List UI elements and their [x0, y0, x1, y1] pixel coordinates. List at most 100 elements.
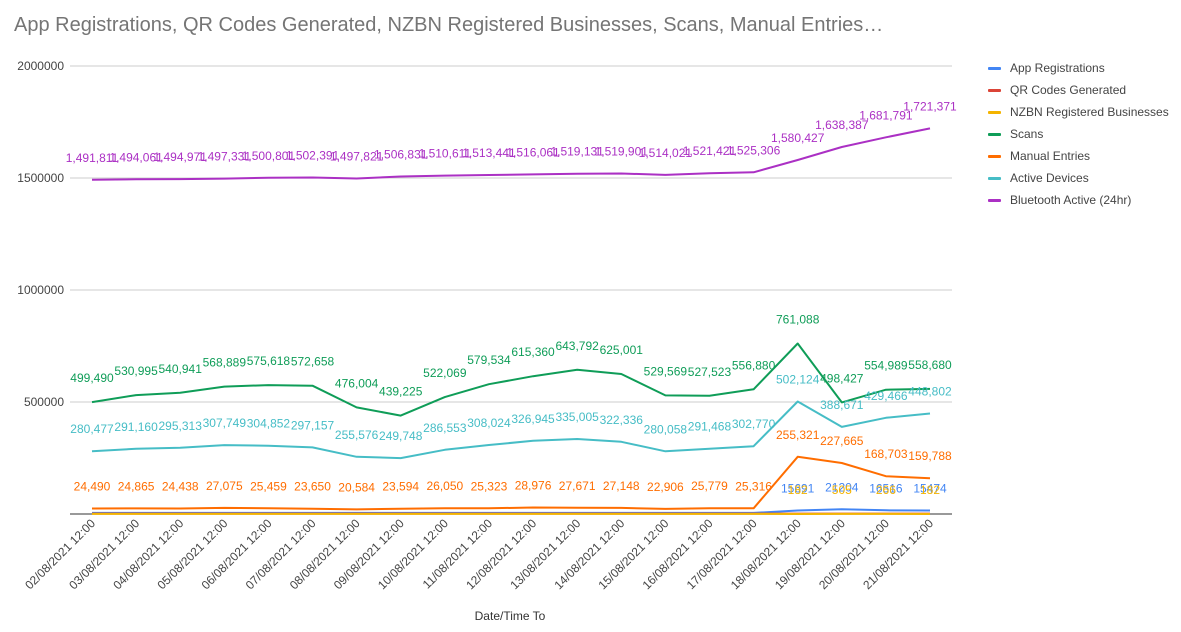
- data-label-active-devices: 502,124: [776, 373, 820, 387]
- legend-label: App Registrations: [1010, 61, 1105, 75]
- data-label-manual-entries: 23,594: [382, 480, 419, 494]
- data-label-nzbn-registered-businesses: 266: [876, 483, 896, 497]
- data-label-app-registrations: 15474: [913, 482, 947, 496]
- y-tick-label: 1500000: [17, 171, 64, 185]
- legend-item[interactable]: App Registrations: [988, 57, 1169, 79]
- data-label-bluetooth-active-24hr: 1,506,831: [374, 147, 428, 161]
- data-label-manual-entries: 27,075: [206, 479, 243, 493]
- data-label-app-registrations: 15691: [781, 481, 815, 495]
- data-label-active-devices: 388,671: [820, 398, 864, 412]
- data-label-scans: 558,680: [908, 358, 952, 372]
- data-label-active-devices: 304,852: [247, 417, 291, 431]
- data-label-active-devices: 322,336: [600, 413, 644, 427]
- legend-label: NZBN Registered Businesses: [1010, 105, 1169, 119]
- data-label-scans: 625,001: [600, 343, 644, 357]
- data-label-nzbn-registered-businesses: 182: [788, 483, 808, 497]
- data-label-active-devices: 297,157: [291, 418, 335, 432]
- data-label-nzbn-registered-businesses: 505: [832, 483, 852, 497]
- legend-swatch: [988, 66, 1001, 70]
- data-label-bluetooth-active-24hr: 1,497,821: [330, 149, 384, 163]
- data-label-manual-entries: 24,438: [162, 480, 199, 494]
- data-label-manual-entries: 27,148: [603, 479, 640, 493]
- data-label-scans: 579,534: [467, 353, 511, 367]
- y-axis-ticks: 500000 1000000 1500000 2000000: [17, 59, 64, 409]
- legend-item[interactable]: Active Devices: [988, 167, 1169, 189]
- data-label-scans: 529,569: [644, 364, 688, 378]
- y-tick-label: 500000: [24, 395, 64, 409]
- data-label-scans: 530,995: [114, 364, 158, 378]
- legend-item[interactable]: QR Codes Generated: [988, 79, 1169, 101]
- y-tick-label: 1000000: [17, 283, 64, 297]
- series-line-manual-entries: [91, 455, 931, 511]
- data-label-bluetooth-active-24hr: 1,638,387: [815, 118, 869, 132]
- series-line-app-registrations: [92, 508, 931, 514]
- data-label-manual-entries: 168,703: [864, 447, 908, 461]
- data-label-manual-entries: 28,976: [515, 479, 552, 493]
- legend-item[interactable]: Manual Entries: [988, 145, 1169, 167]
- series-lines: [91, 127, 931, 515]
- data-label-bluetooth-active-24hr: 1,494,971: [154, 150, 208, 164]
- legend-item[interactable]: Bluetooth Active (24hr): [988, 189, 1169, 211]
- data-label-active-devices: 280,477: [70, 422, 114, 436]
- data-label-scans: 476,004: [335, 376, 379, 390]
- data-label-bluetooth-active-24hr: 1,510,611: [419, 147, 472, 161]
- data-label-active-devices: 291,160: [114, 420, 158, 434]
- x-axis-title: Date/Time To: [475, 609, 546, 623]
- data-label-active-devices: 286,553: [423, 421, 467, 435]
- data-label-manual-entries: 227,665: [820, 434, 864, 448]
- data-label-manual-entries: 159,788: [908, 449, 952, 463]
- data-label-scans: 761,088: [776, 313, 820, 327]
- legend-item[interactable]: NZBN Registered Businesses: [988, 101, 1169, 123]
- data-label-app-registrations: 16516: [869, 481, 903, 495]
- data-label-bluetooth-active-24hr: 1,521,421: [683, 144, 737, 158]
- data-label-bluetooth-active-24hr: 1,500,801: [242, 149, 296, 163]
- data-label-manual-entries: 22,906: [647, 480, 684, 494]
- data-label-bluetooth-active-24hr: 1,497,331: [198, 150, 252, 164]
- legend-swatch: [988, 198, 1001, 202]
- data-label-manual-entries: 20,584: [338, 480, 375, 494]
- data-label-nzbn-registered-businesses: 182: [920, 483, 940, 497]
- data-label-bluetooth-active-24hr: 1,516,061: [506, 145, 560, 159]
- data-label-manual-entries: 255,321: [776, 428, 820, 442]
- data-label-active-devices: 302,770: [732, 417, 776, 431]
- legend-swatch: [988, 132, 1001, 136]
- data-label-active-devices: 249,748: [379, 429, 423, 443]
- legend-label: Scans: [1010, 127, 1044, 141]
- data-label-manual-entries: 25,779: [691, 479, 728, 493]
- data-label-scans: 575,618: [247, 354, 291, 368]
- data-label-bluetooth-active-24hr: 1,491,811: [66, 151, 119, 165]
- data-label-manual-entries: 25,316: [735, 479, 772, 493]
- data-label-active-devices: 429,466: [864, 389, 908, 403]
- data-label-app-registrations: 21204: [825, 480, 859, 494]
- legend-label: Bluetooth Active (24hr): [1010, 193, 1132, 207]
- legend-swatch: [988, 88, 1001, 92]
- data-label-scans: 498,427: [820, 371, 864, 385]
- data-label-manual-entries: 24,490: [74, 480, 111, 494]
- chart-title: App Registrations, QR Codes Generated, N…: [14, 14, 884, 36]
- data-label-manual-entries: 24,865: [118, 479, 155, 493]
- legend-swatch: [988, 176, 1001, 180]
- data-label-bluetooth-active-24hr: 1,494,061: [109, 150, 163, 164]
- series-line-bluetooth-active-24hr: [91, 127, 931, 181]
- data-label-scans: 643,792: [555, 339, 599, 353]
- data-label-bluetooth-active-24hr: 1,721,371: [903, 99, 957, 113]
- legend-label: QR Codes Generated: [1010, 83, 1127, 97]
- data-label-scans: 540,941: [159, 362, 203, 376]
- data-label-manual-entries: 23,650: [294, 480, 331, 494]
- data-label-bluetooth-active-24hr: 1,681,791: [859, 108, 913, 122]
- data-label-bluetooth-active-24hr: 1,514,021: [639, 146, 693, 160]
- data-label-scans: 556,880: [732, 358, 776, 372]
- data-label-bluetooth-active-24hr: 1,525,306: [727, 143, 781, 157]
- series-line-scans: [91, 342, 931, 417]
- data-label-bluetooth-active-24hr: 1,513,441: [462, 146, 516, 160]
- legend-item[interactable]: Scans: [988, 123, 1169, 145]
- legend-swatch: [988, 110, 1001, 114]
- y-tick-label: 2000000: [17, 59, 64, 73]
- data-label-scans: 568,889: [203, 356, 247, 370]
- data-label-active-devices: 255,576: [335, 428, 379, 442]
- data-label-scans: 615,360: [511, 345, 555, 359]
- data-label-manual-entries: 27,671: [559, 479, 596, 493]
